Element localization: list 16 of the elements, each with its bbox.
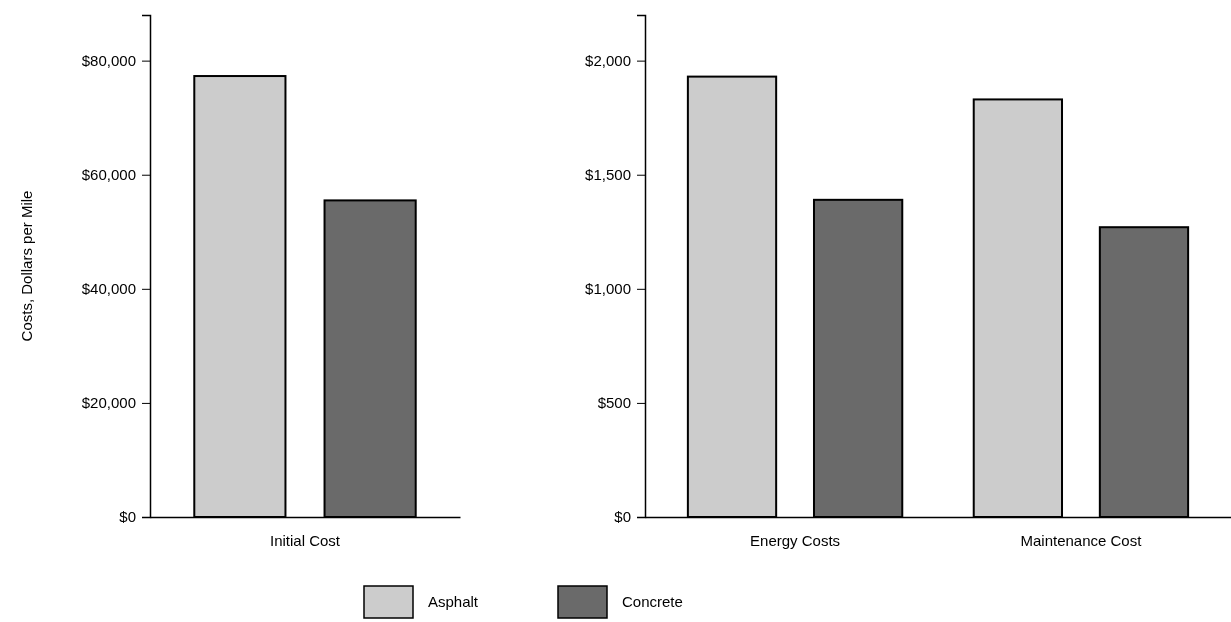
y-tick-label: $20,000	[81, 394, 136, 412]
x-tick-label: Energy Costs	[750, 531, 841, 549]
y-tick-label: $40,000	[81, 280, 136, 298]
y-axis-title: Costs, Dollars per Mile	[18, 190, 35, 342]
legend-label: Concrete	[622, 593, 683, 610]
x-tick-label: Initial Cost	[269, 531, 341, 549]
y-tick-label: $0	[614, 508, 631, 526]
y-tick-label: $80,000	[81, 51, 136, 69]
y-tick-label: $1,500	[585, 166, 631, 184]
y-tick-label: $60,000	[81, 166, 136, 184]
y-tick-label: $1,000	[585, 280, 631, 298]
y-tick-label: $500	[597, 394, 631, 412]
y-tick-label: $0	[119, 508, 136, 526]
legend-label: Asphalt	[428, 593, 479, 610]
y-tick-label: $2,000	[585, 51, 631, 69]
x-tick-label: Maintenance Cost	[1020, 531, 1143, 549]
